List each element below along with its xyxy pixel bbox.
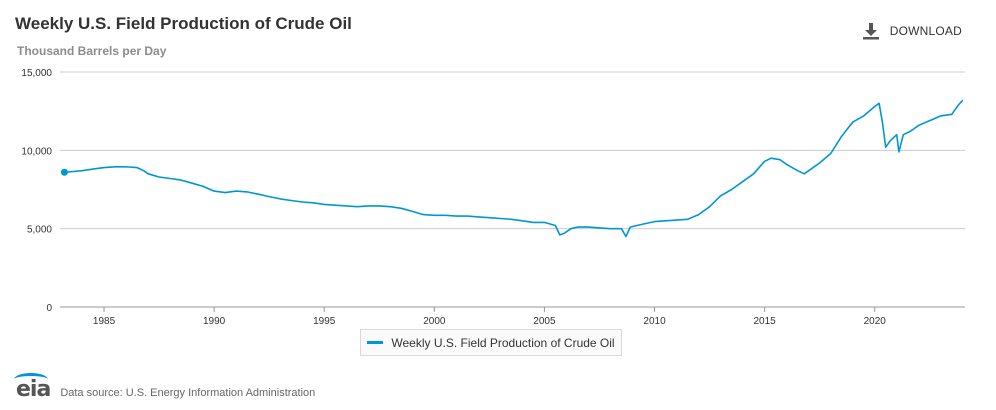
legend-label: Weekly U.S. Field Production of Crude Oi…: [391, 335, 615, 350]
grid: [60, 71, 965, 308]
y-tick-label: 0: [46, 303, 52, 314]
chart-subtitle: Thousand Barrels per Day: [17, 44, 167, 58]
legend-swatch: [367, 341, 384, 344]
x-tick-label: 2020: [864, 316, 887, 327]
series-line[interactable]: [64, 99, 964, 238]
x-tick-label: 1990: [203, 316, 226, 327]
x-tick-label: 2015: [753, 316, 776, 327]
x-tick-label: 2010: [643, 316, 666, 327]
x-tick-label: 1995: [313, 316, 336, 327]
data-point[interactable]: [60, 168, 68, 176]
x-tick-label: 2000: [423, 316, 446, 327]
chart-title: Weekly U.S. Field Production of Crude Oi…: [15, 14, 352, 33]
x-tick-label: 2005: [533, 316, 556, 327]
series-layer: [60, 99, 964, 238]
y-tick-label: 10,000: [21, 146, 52, 157]
download-button[interactable]: DOWNLOAD: [862, 22, 962, 40]
data-source-text: Data source: U.S. Energy Information Adm…: [60, 386, 316, 399]
axes: 0 5,000 10,000 15,000 1985 1990 1995 2000 2005 20…: [21, 68, 886, 327]
y-tick-label: 15,000: [21, 68, 52, 79]
x-tick-label: 1985: [93, 316, 116, 327]
legend-item[interactable]: Weekly U.S. Field Production of Crude Oi…: [360, 329, 622, 356]
y-tick-label: 5,000: [27, 225, 52, 236]
eia-logo[interactable]: eia: [14, 373, 51, 402]
download-label: DOWNLOAD: [889, 24, 962, 38]
download-icon: [862, 22, 880, 40]
footer: eia Data source: U.S. Energy Information…: [14, 373, 316, 402]
